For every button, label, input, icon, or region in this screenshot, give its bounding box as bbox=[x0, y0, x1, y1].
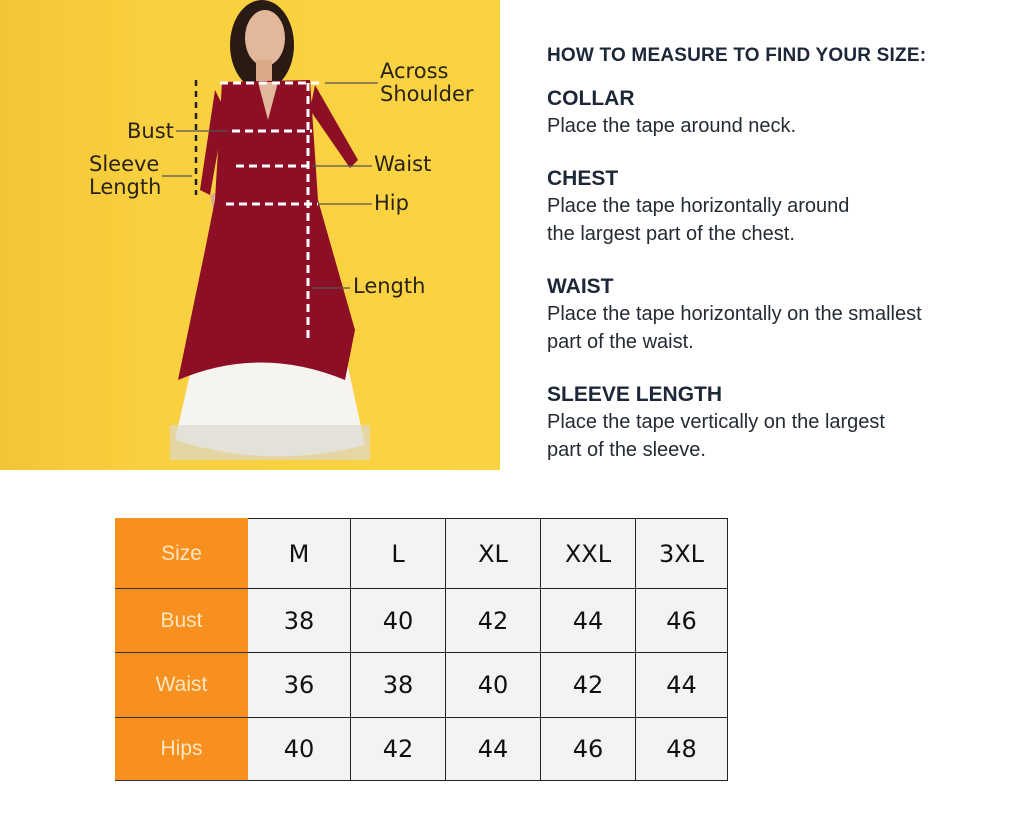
header-cell: Size bbox=[115, 518, 248, 589]
label-waist: Waist bbox=[374, 152, 432, 176]
value-cell: 44 bbox=[635, 652, 728, 718]
section-title: WAIST bbox=[547, 275, 614, 298]
model-figure-image bbox=[162, 0, 378, 460]
section-title: CHEST bbox=[547, 167, 619, 190]
section-text: part of the sleeve. bbox=[547, 439, 706, 461]
measurement-illustration: Across Shoulder Bust Sleeve Length Waist H… bbox=[0, 0, 500, 470]
size-chart-table: Size M L XL XXL 3XL Bust 38 40 42 44 46 … bbox=[115, 518, 728, 781]
section-sleeve-length: SLEEVE LENGTH Place the tape vertically … bbox=[547, 382, 885, 464]
section-text: Place the tape vertically on the largest bbox=[547, 411, 885, 433]
value-cell: 40 bbox=[445, 652, 541, 718]
section-text: Place the tape horizontally around bbox=[547, 195, 850, 217]
value-cell: 38 bbox=[350, 652, 446, 718]
value-cell: 40 bbox=[350, 588, 446, 653]
value-cell: 44 bbox=[540, 588, 636, 653]
value-cell: 42 bbox=[350, 717, 446, 781]
section-text: the largest part of the chest. bbox=[547, 223, 795, 245]
value-cell: 38 bbox=[247, 588, 351, 653]
table-row: Waist 36 38 40 42 44 bbox=[115, 652, 728, 718]
size-cell: L bbox=[350, 518, 446, 589]
value-cell: 44 bbox=[445, 717, 541, 781]
value-cell: 40 bbox=[247, 717, 351, 781]
label-across-shoulder: Across Shoulder bbox=[380, 59, 474, 106]
label-sleeve-length: Sleeve Length bbox=[89, 152, 162, 199]
section-chest: CHEST Place the tape horizontally around… bbox=[547, 166, 849, 248]
section-text: Place the tape around neck. bbox=[547, 115, 797, 137]
value-cell: 42 bbox=[445, 588, 541, 653]
section-text: part of the waist. bbox=[547, 331, 694, 353]
label-bust: Bust bbox=[127, 119, 174, 143]
table-row: Hips 40 42 44 46 48 bbox=[115, 717, 728, 781]
value-cell: 42 bbox=[540, 652, 636, 718]
size-cell: M bbox=[247, 518, 351, 589]
section-title: SLEEVE LENGTH bbox=[547, 383, 723, 406]
section-text: Place the tape horizontally on the small… bbox=[547, 303, 922, 325]
guide-heading: HOW TO MEASURE TO FIND YOUR SIZE: bbox=[547, 45, 927, 66]
value-cell: 46 bbox=[540, 717, 636, 781]
table-row: Bust 38 40 42 44 46 bbox=[115, 588, 728, 653]
size-cell: 3XL bbox=[635, 518, 728, 589]
size-cell: XL bbox=[445, 518, 541, 589]
value-cell: 36 bbox=[247, 652, 351, 718]
section-title: COLLAR bbox=[547, 87, 635, 110]
size-cell: XXL bbox=[540, 518, 636, 589]
row-label: Waist bbox=[115, 652, 248, 718]
section-collar: COLLAR Place the tape around neck. bbox=[547, 86, 796, 140]
label-length: Length bbox=[353, 274, 426, 298]
table-header-row: Size M L XL XXL 3XL bbox=[115, 518, 728, 589]
value-cell: 48 bbox=[635, 717, 728, 781]
row-label: Hips bbox=[115, 717, 248, 781]
row-label: Bust bbox=[115, 588, 248, 653]
value-cell: 46 bbox=[635, 588, 728, 653]
section-waist: WAIST Place the tape horizontally on the… bbox=[547, 274, 922, 356]
label-hip: Hip bbox=[374, 191, 409, 215]
